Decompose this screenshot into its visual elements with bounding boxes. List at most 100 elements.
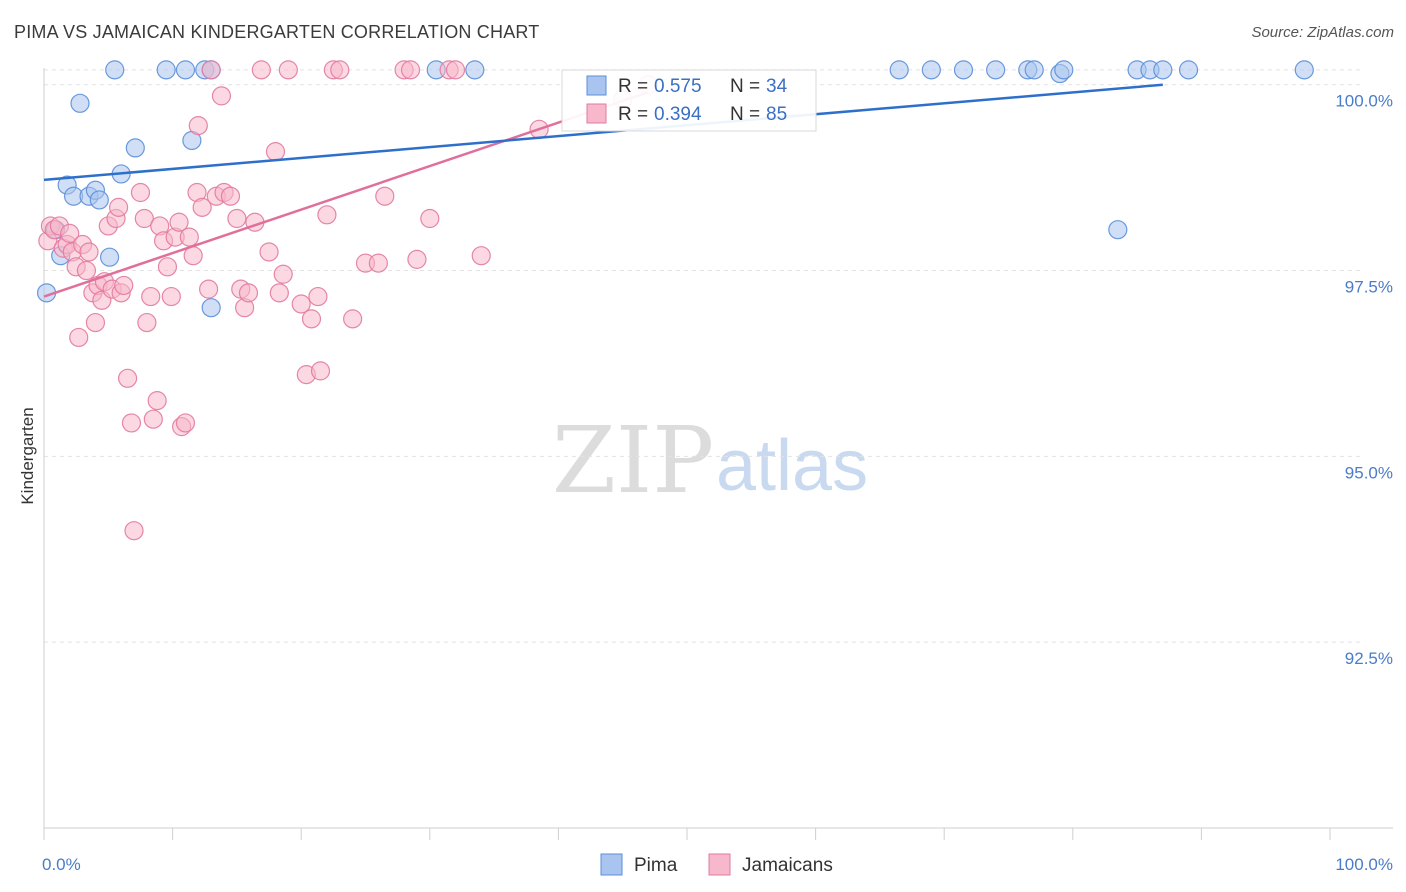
jamaican-point-23[interactable]	[114, 275, 134, 296]
jamaican-point-63[interactable]	[291, 294, 311, 314]
pima-n-label: N =	[730, 76, 760, 97]
jamaican-n-label: N =	[730, 104, 760, 125]
pima-point-9[interactable]	[99, 247, 120, 267]
jamaican-point-77[interactable]	[407, 249, 427, 269]
pima-r-value: 0.575	[654, 76, 702, 97]
jamaican-point-26[interactable]	[124, 521, 144, 541]
jamaican-point-28[interactable]	[134, 208, 154, 229]
jamaican-point-47[interactable]	[201, 60, 221, 80]
jamaican-point-57[interactable]	[251, 60, 271, 80]
axes: 0.0% 100.0%	[42, 68, 1393, 874]
jamaican-point-46[interactable]	[199, 279, 219, 299]
jamaican-point-12[interactable]	[79, 242, 99, 262]
jamaican-point-55[interactable]	[238, 283, 259, 303]
pima-point-5[interactable]	[70, 93, 90, 113]
jamaican-point-32[interactable]	[147, 391, 167, 411]
jamaican-point-35[interactable]	[157, 257, 178, 277]
pima-point-8[interactable]	[89, 190, 109, 210]
jamaican-point-25[interactable]	[121, 413, 142, 433]
pima-r-label: R =	[618, 76, 648, 97]
x-tick-label-1: 100.0%	[1335, 855, 1393, 874]
pima-series-label[interactable]: Pima	[634, 855, 678, 876]
watermark-atlas: atlas	[716, 426, 868, 506]
jamaican-point-40[interactable]	[175, 413, 196, 433]
jamaican-series-swatch[interactable]	[708, 853, 731, 876]
pima-trend-line	[43, 83, 1163, 182]
pima-point-10[interactable]	[105, 60, 125, 80]
jamaican-point-80[interactable]	[445, 60, 466, 80]
jamaican-point-73[interactable]	[368, 253, 388, 273]
y-tick-label-1: 97.5%	[1345, 278, 1393, 297]
jamaican-point-62[interactable]	[278, 60, 298, 80]
watermark: ZIP atlas	[552, 407, 868, 514]
jamaican-point-24[interactable]	[117, 368, 138, 388]
pima-point-34[interactable]	[1294, 60, 1314, 80]
jamaican-point-65[interactable]	[301, 309, 322, 329]
jamaican-point-70[interactable]	[330, 60, 350, 80]
chart-source: Source: ZipAtlas.com	[1251, 24, 1394, 41]
jamaican-n-value: 85	[766, 104, 787, 125]
y-axis-title: Kindergarten	[18, 407, 37, 504]
jamaican-point-60[interactable]	[269, 283, 289, 303]
pima-point-33[interactable]	[1178, 60, 1199, 80]
jamaican-point-78[interactable]	[420, 208, 440, 229]
jamaican-r-value: 0.394	[654, 104, 702, 125]
jamaican-point-31[interactable]	[143, 409, 163, 429]
watermark-zip: ZIP	[552, 407, 714, 514]
pima-n-value: 34	[766, 76, 788, 97]
jamaican-point-11[interactable]	[76, 260, 97, 281]
jamaican-point-67[interactable]	[310, 361, 331, 381]
jamaican-point-30[interactable]	[141, 286, 161, 307]
grid: 100.0% 97.5% 95.0% 92.5%	[44, 69, 1393, 668]
jamaican-point-21[interactable]	[108, 197, 129, 217]
pima-point-28[interactable]	[1054, 60, 1074, 80]
pima-points	[36, 60, 1314, 318]
y-tick-label-0: 100.0%	[1335, 92, 1393, 111]
jamaican-point-71[interactable]	[343, 309, 363, 329]
pima-point-13[interactable]	[156, 60, 176, 80]
pima-point-29[interactable]	[1108, 220, 1128, 240]
jamaican-point-27[interactable]	[130, 182, 151, 203]
pima-point-21[interactable]	[889, 60, 909, 80]
jamaican-point-74[interactable]	[375, 186, 395, 206]
pima-legend-swatch	[586, 75, 607, 96]
pima-series-swatch[interactable]	[600, 853, 623, 876]
pima-point-22[interactable]	[921, 60, 941, 80]
jamaican-point-59[interactable]	[265, 142, 286, 162]
pima-point-26[interactable]	[1024, 60, 1044, 80]
pima-point-14[interactable]	[175, 60, 196, 80]
jamaican-point-66[interactable]	[308, 286, 328, 307]
pima-point-23[interactable]	[953, 60, 974, 80]
jamaican-point-76[interactable]	[400, 60, 421, 80]
jamaican-point-14[interactable]	[85, 312, 106, 333]
jamaican-point-38[interactable]	[169, 212, 189, 232]
jamaican-point-52[interactable]	[227, 208, 247, 229]
jamaican-point-81[interactable]	[471, 246, 491, 266]
pima-point-12[interactable]	[125, 138, 145, 158]
chart-title: PIMA VS JAMAICAN KINDERGARTEN CORRELATIO…	[14, 22, 540, 42]
pima-point-24[interactable]	[986, 60, 1006, 80]
jamaican-point-51[interactable]	[220, 186, 241, 206]
jamaican-point-36[interactable]	[161, 286, 181, 307]
trend-lines	[43, 83, 1163, 298]
jamaican-legend-swatch	[586, 103, 607, 124]
series-legend: Pima Jamaicans	[600, 853, 833, 876]
jamaican-series-label[interactable]: Jamaicans	[742, 855, 833, 876]
jamaican-point-49[interactable]	[211, 86, 232, 106]
pima-point-18[interactable]	[201, 298, 221, 318]
jamaican-point-6[interactable]	[60, 223, 80, 243]
x-tick-label-0: 0.0%	[42, 855, 81, 874]
jamaican-point-44[interactable]	[188, 116, 208, 136]
jamaican-point-41[interactable]	[179, 227, 199, 247]
correlation-legend: R = 0.575 N = 34 R = 0.394 N = 85	[561, 69, 817, 132]
jamaican-point-29[interactable]	[137, 312, 157, 333]
jamaican-point-9[interactable]	[69, 327, 89, 348]
jamaican-point-58[interactable]	[259, 242, 279, 262]
pima-point-32[interactable]	[1153, 60, 1173, 80]
jamaican-point-68[interactable]	[317, 205, 337, 225]
jamaican-r-label: R =	[618, 104, 648, 125]
jamaican-point-45[interactable]	[192, 197, 212, 217]
jamaican-point-61[interactable]	[273, 264, 293, 284]
pima-point-20[interactable]	[465, 60, 485, 80]
